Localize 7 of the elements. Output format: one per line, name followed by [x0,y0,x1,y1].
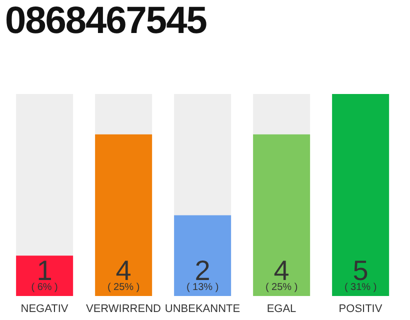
x-tick-label: NEGATIV [20,302,69,315]
bar [16,256,74,296]
chart-title: 0868467545 [5,0,206,43]
x-tick-label: UNBEKANNTE [164,302,240,315]
x-tick-label: VERWIRREND [86,302,162,315]
x-tick-label: EGAL [266,302,296,315]
x-tick-label: POSITIV [338,302,383,315]
